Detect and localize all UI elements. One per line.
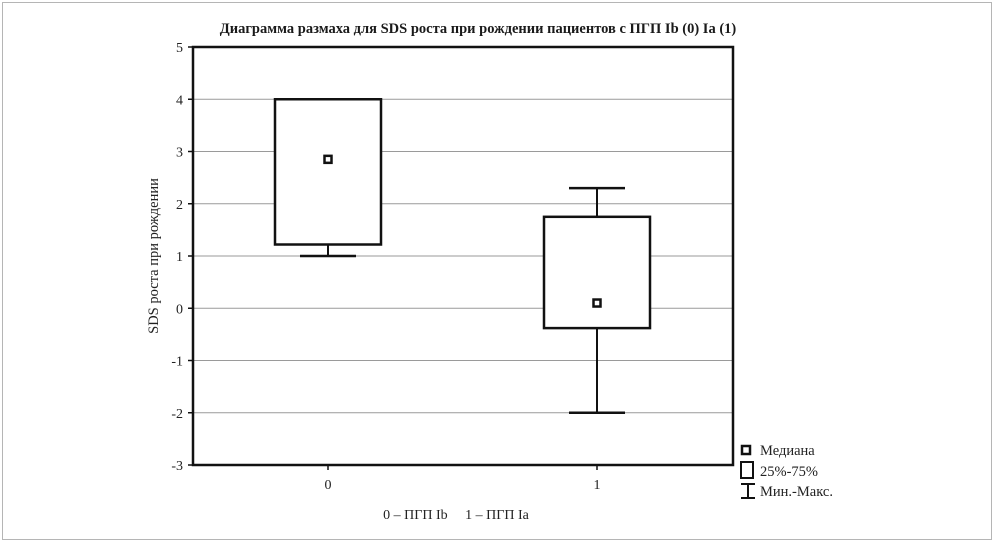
box-series xyxy=(273,98,652,414)
legend-box-icon xyxy=(740,461,754,479)
y-axis-ticks: 5 4 3 2 1 0 -1 -2 -3 xyxy=(171,41,193,474)
x-tick-label: 1 xyxy=(594,478,601,493)
y-tick-label: 2 xyxy=(176,198,183,213)
group-footnote: 0 – ПГП Ib 1 – ПГП Ia xyxy=(383,508,529,523)
y-tick-label: 4 xyxy=(176,93,183,108)
y-tick-label: 5 xyxy=(176,41,183,56)
y-tick-label: 1 xyxy=(176,250,183,265)
legend-median-label: Медиана xyxy=(760,443,815,459)
iqr-box xyxy=(273,98,383,246)
legend-whisker-label: Мин.-Макс. xyxy=(760,484,833,500)
y-tick-label: -3 xyxy=(171,459,183,474)
x-tick-label: 0 xyxy=(325,478,332,493)
legend: Медиана 25%-75% Мин.-Макс. xyxy=(740,443,833,500)
box-group-0 xyxy=(273,98,383,258)
y-tick-label: -2 xyxy=(171,407,183,422)
box-group-1 xyxy=(542,186,652,414)
y-tick-label: -1 xyxy=(171,355,183,370)
legend-median-icon xyxy=(740,444,752,456)
y-tick-label: 0 xyxy=(176,302,183,317)
iqr-box xyxy=(542,215,652,330)
plot-area-border xyxy=(191,45,735,467)
y-axis-label: SDS роста при рождении xyxy=(146,178,162,334)
legend-box-label: 25%-75% xyxy=(760,464,818,480)
median-marker xyxy=(323,154,333,165)
legend-whisker-icon xyxy=(741,483,755,499)
chart-title: Диаграмма размаха для SDS роста при рожд… xyxy=(220,21,737,37)
median-marker xyxy=(592,298,602,308)
y-tick-label: 3 xyxy=(176,146,183,161)
